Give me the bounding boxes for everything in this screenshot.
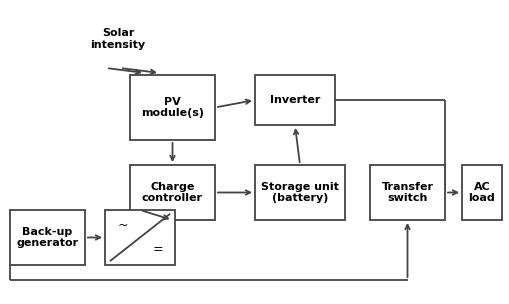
Text: Transfer
switch: Transfer switch — [381, 182, 433, 203]
Text: AC
load: AC load — [468, 182, 494, 203]
Bar — [130, 165, 215, 220]
Text: Storage unit
(battery): Storage unit (battery) — [261, 182, 338, 203]
Bar — [369, 165, 444, 220]
Text: PV
module(s): PV module(s) — [140, 97, 204, 118]
Text: Back-up
generator: Back-up generator — [16, 227, 78, 248]
Bar — [254, 165, 344, 220]
Text: Solar
intensity: Solar intensity — [90, 28, 145, 50]
Text: =: = — [152, 243, 162, 256]
Bar — [130, 75, 215, 140]
Text: Inverter: Inverter — [269, 95, 320, 105]
Text: Charge
controller: Charge controller — [142, 182, 203, 203]
Bar — [10, 210, 85, 265]
Bar — [105, 210, 175, 265]
Text: ~: ~ — [117, 219, 127, 232]
Bar — [461, 165, 501, 220]
Bar — [254, 75, 334, 125]
